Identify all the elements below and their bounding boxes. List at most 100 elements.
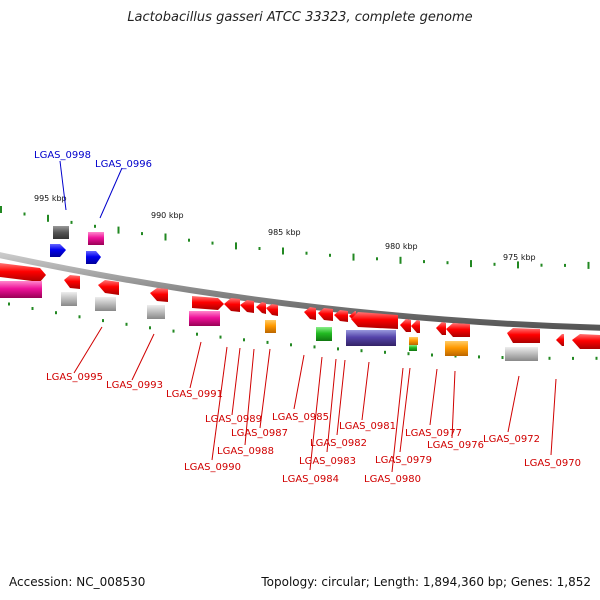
scale-tick: [102, 319, 104, 323]
gene-label-LGAS_0987[interactable]: LGAS_0987: [231, 428, 288, 439]
gene-label-LGAS_0989[interactable]: LGAS_0989: [205, 414, 262, 425]
scale-tick: [540, 263, 543, 267]
scale-tick: [164, 233, 167, 241]
scale-tick: [235, 242, 237, 250]
gene-arrow: [334, 310, 348, 322]
scale-tick: [55, 311, 57, 315]
scale-tick: [446, 261, 449, 265]
topology-info-text: Topology: circular; Length: 1,894,360 bp…: [261, 575, 591, 589]
gene-label-LGAS_0993[interactable]: LGAS_0993: [106, 380, 163, 391]
scale-tick: [501, 356, 504, 359]
scale-tick: [493, 262, 496, 266]
gene-feature-gray: [505, 347, 538, 361]
scale-tick: [313, 345, 316, 349]
gene-feature-orange: [265, 320, 276, 333]
scale-tick: [431, 353, 433, 357]
gene-feature-gray: [147, 305, 165, 319]
scale-tick: [125, 322, 128, 326]
reverse-strand-features: [0, 263, 600, 361]
scale-tick: [376, 257, 378, 261]
gene-arrow: [64, 275, 80, 289]
gene-label-LGAS_0970[interactable]: LGAS_0970: [524, 458, 581, 469]
scale-tick: [587, 261, 590, 269]
scale-tick: [595, 356, 598, 360]
scale-tick: [211, 241, 214, 245]
gene-arrow: [436, 322, 446, 335]
scale-label-975: 975 kbp: [503, 253, 536, 262]
gene-feature-orange: [409, 337, 418, 345]
genome-backbone: [0, 252, 600, 331]
gene-label-LGAS_0984[interactable]: LGAS_0984: [282, 474, 339, 485]
scale-label-990: 990 kbp: [151, 211, 184, 220]
gene-feature-orange: [445, 341, 468, 356]
gene-feature-magenta: [189, 311, 220, 326]
gene-arrow: [192, 296, 224, 310]
gene-arrow: [256, 302, 266, 314]
gene-arrow: [572, 334, 600, 349]
scale-tick: [243, 338, 245, 342]
gene-label-LGAS_0983[interactable]: LGAS_0983: [299, 456, 356, 467]
scale-tick: [70, 220, 73, 224]
scale-label-995: 995 kbp: [34, 194, 67, 203]
gene-label-LGAS_0991[interactable]: LGAS_0991: [166, 389, 223, 400]
gene-feature-gray: [95, 297, 116, 311]
scale-tick: [78, 315, 81, 319]
scale-tick: [266, 340, 269, 344]
gene-arrow: [400, 319, 411, 332]
scale-tick: [196, 332, 198, 336]
gene-label-LGAS_0998[interactable]: LGAS_0998: [34, 150, 91, 161]
gene-feature-gray: [61, 292, 77, 306]
gene-feature-purple: [346, 330, 396, 346]
gene-label-LGAS_0976[interactable]: LGAS_0976: [427, 440, 484, 451]
gene-arrow: [240, 300, 254, 313]
scale-tick: [149, 326, 151, 330]
scale-tick: [564, 263, 566, 267]
scale-tick: [94, 224, 96, 228]
scale-tick: [478, 355, 480, 359]
leader-lines-bottom: [73, 326, 557, 473]
gene-label-LGAS_0995[interactable]: LGAS_0995: [46, 372, 103, 383]
gene-feature-dark: [53, 226, 69, 239]
scale-tick: [360, 349, 363, 353]
genome-title: Lactobacillus gasseri ATCC 33323, comple…: [127, 10, 473, 25]
scale-tick: [305, 251, 308, 255]
scale-tick: [8, 302, 10, 306]
scale-tick: [23, 212, 26, 216]
gene-label-LGAS_0981[interactable]: LGAS_0981: [339, 421, 396, 432]
scale-tick: [31, 307, 34, 310]
accession-text: Accession: NC_008530: [9, 575, 146, 589]
gene-feature-green: [409, 345, 417, 351]
gene-feature-blue: [50, 244, 66, 257]
gene-arrow: [507, 328, 540, 343]
scale-tick: [470, 260, 472, 268]
gene-label-LGAS_0982[interactable]: LGAS_0982: [310, 438, 367, 449]
gene-label-LGAS_0996[interactable]: LGAS_0996: [95, 159, 152, 170]
scale-tick: [0, 206, 2, 213]
scale-tick: [337, 347, 339, 351]
gene-arrow: [411, 320, 420, 333]
gene-label-LGAS_0980[interactable]: LGAS_0980: [364, 474, 421, 485]
scale-tick: [384, 350, 386, 354]
scale-tick: [188, 238, 190, 242]
scale-tick: [47, 214, 49, 222]
gene-label-LGAS_0972[interactable]: LGAS_0972: [483, 434, 540, 445]
scale-tick: [517, 261, 519, 269]
gene-feature-green: [316, 327, 332, 341]
scale-tick: [407, 352, 410, 356]
scale-tick: [548, 356, 551, 360]
gene-label-LGAS_0990[interactable]: LGAS_0990: [184, 462, 241, 473]
gene-label-LGAS_0979[interactable]: LGAS_0979: [375, 455, 432, 466]
scale-tick: [423, 260, 425, 264]
gene-feature-blue: [86, 251, 101, 264]
scale-ticks-outer: [0, 206, 590, 269]
gene-arrow: [556, 334, 564, 346]
gene-label-LGAS_0977[interactable]: LGAS_0977: [405, 428, 462, 439]
scale-tick: [141, 232, 143, 236]
leader-lines-top: [59, 160, 123, 219]
gene-arrow: [318, 308, 333, 321]
gene-arrow: [224, 298, 240, 312]
gene-label-LGAS_0988[interactable]: LGAS_0988: [217, 446, 274, 457]
gene-label-LGAS_0985[interactable]: LGAS_0985: [272, 412, 329, 423]
gene-arrow: [351, 312, 398, 329]
scale-tick: [352, 253, 355, 261]
